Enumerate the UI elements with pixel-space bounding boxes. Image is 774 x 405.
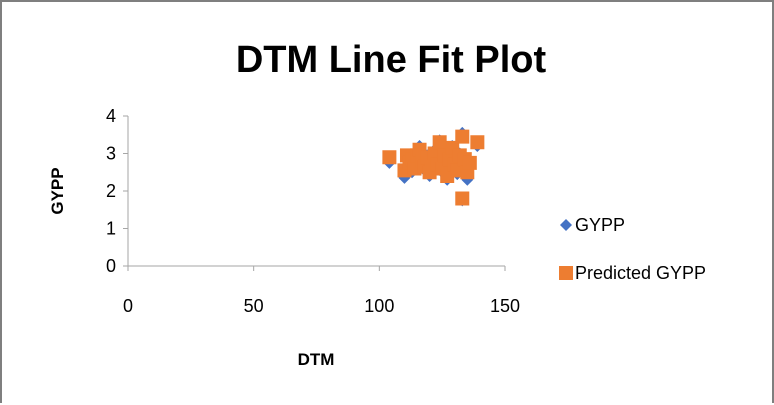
legend-item-gypp: GYPP — [560, 215, 625, 235]
legend: GYPP Predicted GYPP — [559, 215, 706, 283]
y-tick-label: 1 — [106, 219, 116, 239]
x-tick-label: 0 — [123, 296, 133, 316]
legend-item-predicted-gypp: Predicted GYPP — [559, 263, 706, 283]
x-tick-label: 100 — [364, 296, 394, 316]
predicted-gypp-point — [462, 155, 477, 170]
y-axis-ticks: 0 1 2 3 4 — [106, 106, 128, 276]
x-axis-title: DTM — [298, 350, 335, 369]
y-tick-label: 2 — [106, 181, 116, 201]
x-tick-label: 50 — [244, 296, 264, 316]
legend-label-gypp: GYPP — [575, 215, 625, 235]
legend-diamond-icon — [560, 219, 572, 231]
predicted-gypp-point — [470, 135, 485, 150]
y-axis-title: GYPP — [48, 167, 67, 214]
x-tick-label: 150 — [490, 296, 520, 316]
predicted-gypp-point — [382, 150, 397, 165]
legend-square-icon — [559, 266, 573, 280]
series-layer — [382, 126, 485, 207]
plot-area: 0 1 2 3 4 0 50 100 150 — [106, 106, 520, 316]
series-predicted-gypp — [382, 129, 485, 206]
y-tick-label: 0 — [106, 256, 116, 276]
y-tick-label: 3 — [106, 144, 116, 164]
predicted-gypp-point — [455, 129, 470, 144]
y-tick-label: 4 — [106, 106, 116, 126]
chart-title: DTM Line Fit Plot — [236, 39, 547, 81]
x-axis-ticks: 0 50 100 150 — [123, 266, 520, 316]
legend-label-predicted-gypp: Predicted GYPP — [575, 263, 706, 283]
predicted-gypp-point — [455, 191, 470, 206]
predicted-gypp-point — [432, 135, 447, 150]
